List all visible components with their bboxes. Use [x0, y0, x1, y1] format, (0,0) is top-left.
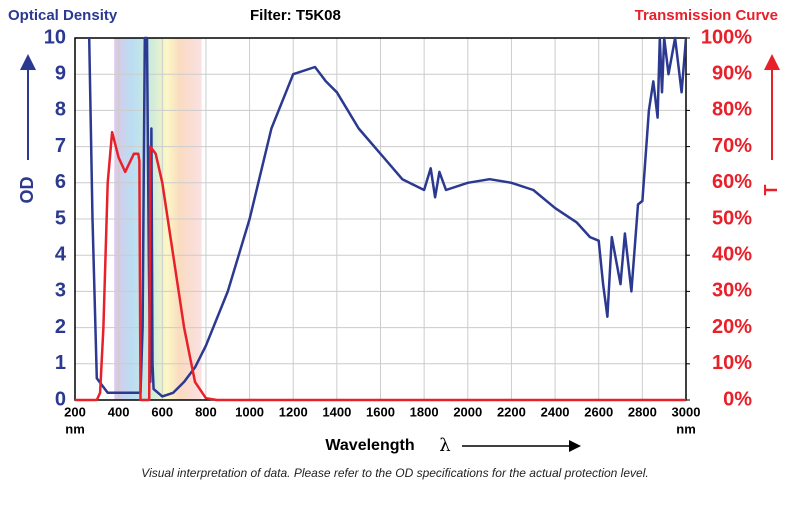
x-tick-label: 2400	[541, 404, 570, 419]
y2-axis-label: T	[761, 185, 781, 196]
y-tick-label: 4	[55, 243, 67, 265]
x-tick-label: 2000	[453, 404, 482, 419]
x-tick-label: 1400	[322, 404, 351, 419]
y2-tick-label: 60%	[712, 171, 752, 193]
y-tick-label: 3	[55, 280, 66, 302]
y2-tick-label: 70%	[712, 135, 752, 157]
y2-title: Transmission Curve	[635, 7, 778, 24]
y2-tick-label: 50%	[712, 207, 752, 229]
x-tick-label: 2800	[628, 404, 657, 419]
y2-tick-label: 40%	[712, 243, 752, 265]
x-axis-label: Wavelength	[325, 437, 414, 454]
y-tick-label: 10	[44, 26, 66, 48]
y2-tick-label: 20%	[712, 316, 752, 338]
chart-title: Filter: T5K08	[250, 7, 341, 24]
y-tick-label: 1	[55, 352, 66, 374]
y-tick-label: 2	[55, 316, 66, 338]
y-tick-label: 5	[55, 207, 66, 229]
data-line	[75, 130, 686, 402]
x-tick-label: 3000	[672, 404, 701, 419]
x-tick-label: 400	[108, 404, 130, 419]
x-tick-label: 600	[151, 404, 173, 419]
x-tick-label: 1800	[410, 404, 439, 419]
x-unit: nm	[676, 421, 696, 436]
y-tick-label: 7	[55, 135, 66, 157]
x-tick-label: 200	[64, 404, 86, 419]
y-tick-label: 8	[55, 99, 66, 121]
y-axis-label: OD	[17, 176, 37, 203]
y2-tick-label: 100%	[701, 26, 752, 48]
y2-tick-label: 90%	[712, 62, 752, 84]
x-tick-label: 2200	[497, 404, 526, 419]
y-title: Optical Density	[8, 7, 118, 24]
y2-tick-label: 30%	[712, 280, 752, 302]
x-tick-label: 1200	[279, 404, 308, 419]
x-tick-label: 2600	[584, 404, 613, 419]
footnote: Visual interpretation of data. Please re…	[141, 466, 648, 480]
x-unit: nm	[65, 421, 85, 436]
y-tick-label: 0	[55, 388, 66, 410]
y2-tick-label: 80%	[712, 99, 752, 121]
x-axis-symbol: λ	[439, 435, 450, 456]
y2-tick-label: 10%	[712, 352, 752, 374]
x-tick-label: 1000	[235, 404, 264, 419]
x-tick-label: 1600	[366, 404, 395, 419]
y-tick-label: 6	[55, 171, 66, 193]
y-tick-label: 9	[55, 62, 66, 84]
y2-tick-label: 0%	[723, 388, 752, 410]
x-tick-label: 800	[195, 404, 217, 419]
